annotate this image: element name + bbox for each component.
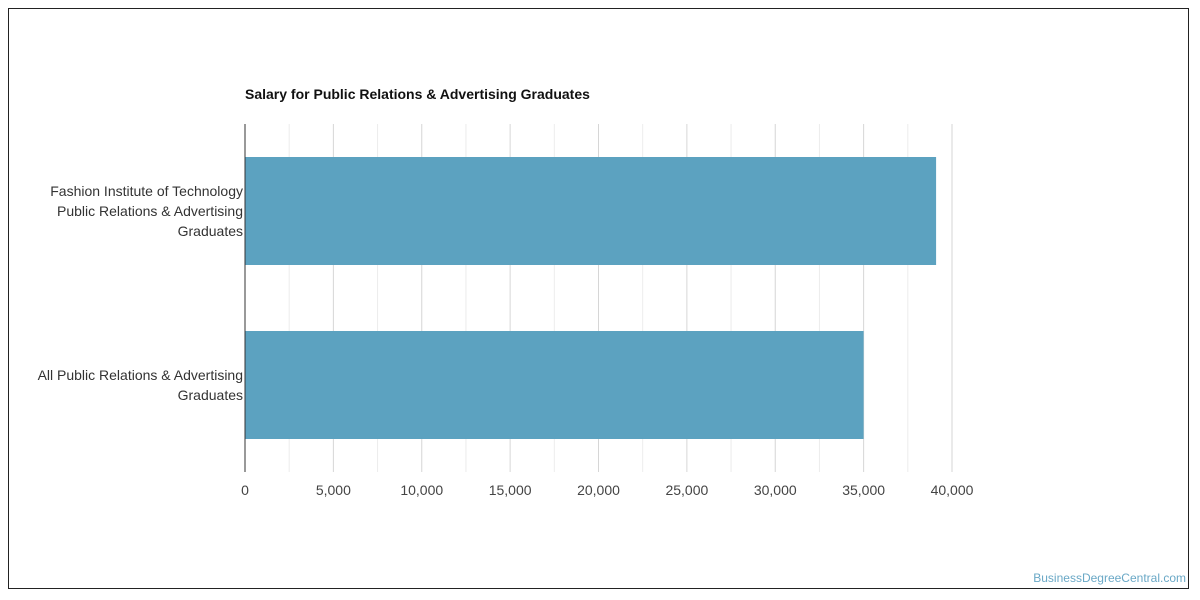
- x-tick-label: 40,000: [931, 482, 974, 498]
- x-tick-label: 20,000: [577, 482, 620, 498]
- category-label-1: All Public Relations & Advertising Gradua…: [38, 367, 243, 403]
- x-tick-label: 5,000: [316, 482, 351, 498]
- x-tick-label: 35,000: [842, 482, 885, 498]
- chart-title: Salary for Public Relations & Advertisin…: [245, 86, 590, 102]
- bars: [245, 157, 937, 439]
- x-tick-label: 10,000: [400, 482, 443, 498]
- x-tick-label: 15,000: [489, 482, 532, 498]
- tick-labels: 0 5,000 10,000 15,000 20,000 25,000 30,000 35,0…: [241, 482, 974, 498]
- x-tick-label: 25,000: [665, 482, 708, 498]
- x-tick-label: 0: [241, 482, 249, 498]
- x-tick-label: 30,000: [754, 482, 797, 498]
- category-labels: Fashion Institute of Technology Public Re…: [38, 183, 243, 403]
- bar-1[interactable]: [245, 331, 864, 439]
- category-label-0: Fashion Institute of Technology Public Re…: [50, 183, 243, 239]
- source-watermark[interactable]: BusinessDegreeCentral.com: [1033, 571, 1186, 585]
- bar-0[interactable]: [245, 157, 937, 265]
